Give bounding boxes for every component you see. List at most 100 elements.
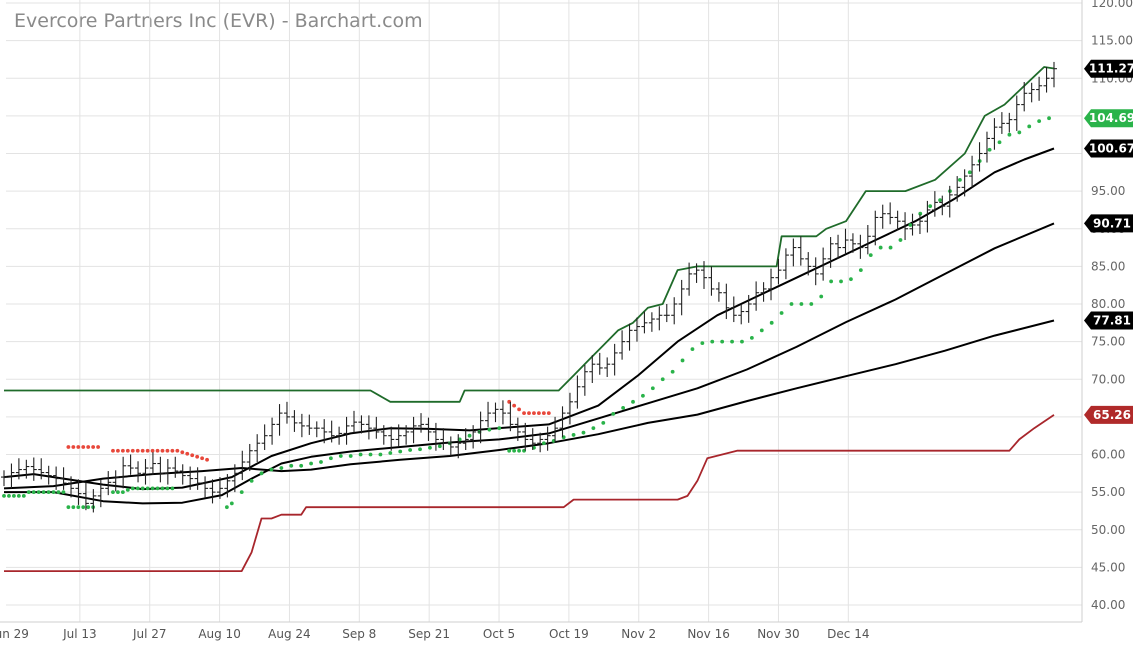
sar-dot-green	[730, 339, 734, 344]
y-tick-label: 60.00	[1091, 448, 1125, 462]
sar-dot-green	[749, 335, 754, 340]
price-tag: 77.81	[1084, 311, 1133, 330]
price-tag-label: 104.69	[1089, 111, 1134, 125]
sar-dot-red	[165, 448, 170, 453]
indicator-lines	[3, 66, 1055, 572]
sar-dot-green	[66, 505, 71, 510]
sar-dot-green	[120, 490, 125, 495]
sar-dot-green	[517, 448, 521, 453]
chart-title: Evercore Partners Inc (EVR) - Barchart.c…	[14, 10, 423, 32]
sar-dot-green	[319, 460, 323, 464]
sar-dot-green	[56, 490, 61, 495]
x-tick-label: Sep 8	[342, 627, 376, 641]
indicator-line-4	[3, 319, 1055, 490]
sar-dot-red	[66, 445, 71, 449]
x-tick-label: Oct 19	[549, 627, 589, 641]
sar-dot-green	[779, 311, 784, 315]
sar-dot-green	[888, 245, 893, 250]
sar-dot-green	[289, 463, 294, 468]
sar-dot-red	[86, 445, 91, 449]
sar-dot-green	[165, 486, 170, 491]
sar-dot-green	[799, 302, 804, 306]
sar-dot-green	[2, 493, 6, 498]
sar-dot-green	[868, 253, 873, 257]
sar-dot-green	[259, 471, 264, 476]
price-tag: 104.69	[1084, 109, 1134, 128]
sar-dot-red	[71, 445, 76, 449]
sar-dot-green	[368, 452, 373, 457]
sar-dot-green	[497, 426, 502, 431]
sar-dot-green	[1037, 119, 1042, 124]
sar-dot-red	[532, 411, 536, 416]
sar-dot-green	[928, 204, 933, 209]
sar-dot-green	[997, 140, 1002, 145]
sar-dot-red	[111, 448, 115, 453]
y-tick-label: 50.00	[1091, 523, 1125, 537]
sar-dot-green	[541, 441, 546, 446]
sar-dot-green	[967, 170, 972, 175]
indicator-line-1	[4, 414, 1055, 572]
sar-dot-red	[541, 411, 546, 416]
price-tag-box	[1084, 405, 1133, 424]
sar-dot-red	[522, 411, 526, 416]
price-tag-label: 90.71	[1093, 216, 1131, 230]
sar-dot-green	[26, 490, 31, 495]
sar-dot-green	[487, 427, 492, 432]
sar-dot-green	[700, 341, 705, 346]
y-tick-label: 55.00	[1091, 485, 1125, 499]
sar-dot-green	[650, 386, 655, 391]
price-tag-label: 65.26	[1093, 408, 1131, 422]
sar-dot-green	[720, 339, 725, 344]
sar-dot-green	[388, 451, 393, 455]
sar-dot-green	[249, 478, 254, 483]
sar-dot-green	[36, 490, 41, 495]
sar-dot-green	[239, 490, 244, 495]
x-tick-label: Aug 24	[268, 627, 311, 641]
sar-dot-green	[690, 347, 695, 352]
x-tick-label: Jul 27	[132, 627, 167, 641]
x-tick-label: Aug 10	[198, 627, 241, 641]
y-tick-label: 45.00	[1091, 560, 1125, 574]
price-tag-label: 100.67	[1089, 141, 1134, 155]
indicator-line-0	[4, 66, 1055, 403]
sar-dot-green	[938, 198, 942, 203]
price-bars	[1, 61, 1057, 513]
sar-dot-red	[160, 448, 165, 453]
sar-dot-green	[418, 447, 422, 452]
sar-dot-green	[31, 490, 36, 495]
sar-dot-green	[224, 505, 229, 510]
sar-dot-green	[150, 486, 155, 491]
sar-dot-green	[408, 448, 413, 452]
sar-dot-green	[61, 490, 66, 495]
sar-dot-green	[86, 505, 91, 510]
sar-dot-green	[125, 487, 130, 492]
sar-dot-green	[140, 486, 145, 491]
sar-dot-green	[170, 486, 175, 491]
sar-dot-red	[527, 411, 531, 416]
sar-dot-green	[160, 486, 165, 491]
sar-dot-green	[130, 486, 135, 491]
sar-dot-red	[195, 454, 200, 459]
sar-dot-green	[710, 339, 715, 344]
sar-dot-green	[858, 268, 863, 273]
y-tick-label: 75.00	[1091, 335, 1125, 349]
y-tick-label: 95.00	[1091, 184, 1125, 198]
y-tick-label: 115.00	[1091, 34, 1133, 48]
sar-dot-green	[135, 486, 140, 491]
sar-dot-green	[428, 445, 432, 450]
sar-dot-green	[641, 393, 645, 398]
sar-dot-green	[1047, 116, 1051, 121]
sar-dot-green	[611, 411, 616, 416]
sar-dot-green	[51, 490, 56, 495]
sar-dot-red	[170, 448, 175, 453]
sar-dot-green	[512, 448, 517, 453]
sar-dot-red	[200, 456, 205, 461]
sar-dot-green	[918, 211, 923, 216]
sar-dot-green	[309, 461, 313, 466]
sar-dot-green	[670, 369, 675, 374]
sar-dot-red	[190, 453, 195, 458]
y-tick-label: 85.00	[1091, 259, 1125, 273]
x-tick-label: Oct 5	[483, 627, 515, 641]
sar-dot-red	[205, 457, 209, 462]
